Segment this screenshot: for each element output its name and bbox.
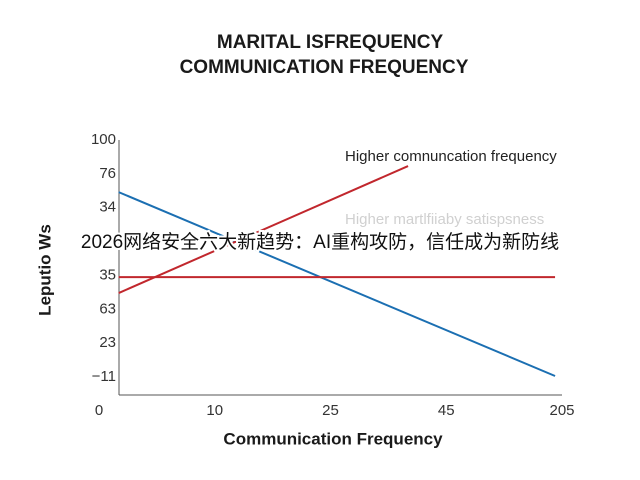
y-tick-label: −11 xyxy=(92,368,116,385)
y-tick-label: 35 xyxy=(99,266,116,283)
y-tick-label: 76 xyxy=(99,165,116,182)
line xyxy=(118,191,556,377)
x-tick-label: 205 xyxy=(549,402,574,419)
y-tick-label: 100 xyxy=(91,131,116,148)
annotation: Higher martlfiiaby satispsness xyxy=(345,211,544,228)
x-tick-label: 0 xyxy=(95,402,103,419)
x-tick-label: 25 xyxy=(322,402,339,419)
y-tick-label: 63 xyxy=(99,300,116,317)
chart-title: COMMUNICATION FREQUENCY xyxy=(180,57,469,78)
y-tick-label: 23 xyxy=(99,334,116,351)
x-axis-label: Communication Frequency xyxy=(223,429,443,448)
x-tick-label: 45 xyxy=(438,402,455,419)
x-tick-label: 10 xyxy=(206,402,223,419)
chart-title: MARITAL ISFREQUENCY xyxy=(217,32,444,53)
line xyxy=(118,165,409,294)
overlay-text: 2026网络安全六大新趋势：AI重构攻防，信任成为新防线 xyxy=(81,231,559,253)
y-axis-label: Leputio Ws xyxy=(35,224,54,316)
y-tick-label: 34 xyxy=(99,199,116,216)
annotation: Higher comnuncation frequency xyxy=(345,148,557,165)
